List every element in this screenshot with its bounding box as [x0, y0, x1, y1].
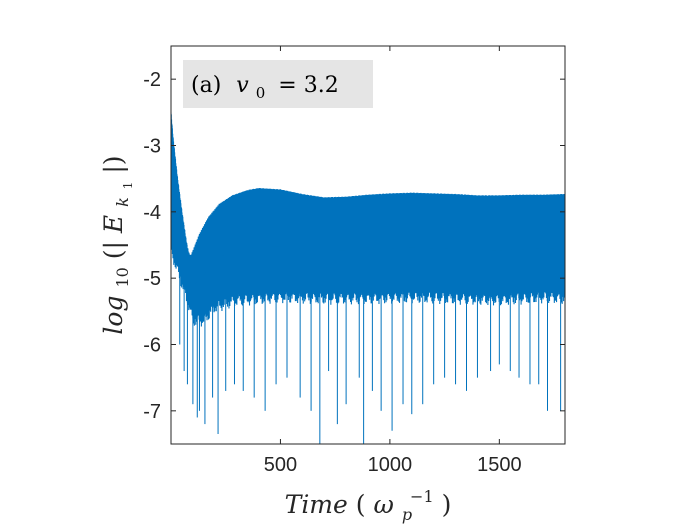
y-axis-label-ksub: k — [113, 197, 132, 207]
y-tick-label: -3 — [143, 136, 161, 158]
axes-group: 500 1000 1500 -2 -3 -4 -5 -6 -7 — [143, 45, 566, 476]
y-tick-label: -4 — [143, 202, 161, 224]
series-group — [171, 112, 565, 444]
y-axis-label-main: log — [99, 295, 128, 334]
annotation-variable: v — [236, 73, 249, 98]
y-axis-label-close: |) — [99, 155, 129, 173]
y-axis-label-ksub2: 1 — [121, 182, 135, 190]
annotation-subscript: 0 — [256, 84, 266, 102]
annotation-box — [183, 60, 373, 108]
annotation-value: = 3.2 — [278, 73, 338, 98]
x-tick-label: 1500 — [477, 454, 522, 476]
annotation-label: (a) v 0 = 3.2 — [191, 73, 339, 104]
axes-box — [170, 45, 566, 445]
x-axis-label-open: ( — [356, 490, 366, 519]
annotation-panel: (a) — [191, 73, 221, 98]
x-axis-label-main: Time — [285, 490, 348, 519]
x-axis-label-close: ) — [442, 490, 452, 519]
x-axis-label-sup: −1 — [410, 487, 434, 506]
x-axis-label: Time ( ω p −1 ) — [285, 479, 452, 525]
y-axis-label-open: (| — [99, 241, 129, 259]
x-tick-label: 500 — [264, 454, 297, 476]
x-tick-label: 1000 — [368, 454, 413, 476]
series-fill — [171, 112, 565, 286]
y-tick-label: -2 — [143, 69, 161, 91]
annotation-box-group: (a) v 0 = 3.2 — [183, 60, 373, 108]
y-tick-label: -7 — [143, 401, 161, 423]
y-tick-label: -5 — [143, 268, 161, 290]
y-axis-label-sub: 10 — [113, 267, 132, 287]
y-tick-label: -6 — [143, 335, 161, 357]
x-axis-label-omega: ω — [373, 490, 393, 519]
y-axis-label-e: E — [99, 215, 128, 234]
y-axis-label: log 10 (| E k 1 |) — [99, 155, 138, 334]
x-axis-label-sub: p — [402, 505, 412, 524]
